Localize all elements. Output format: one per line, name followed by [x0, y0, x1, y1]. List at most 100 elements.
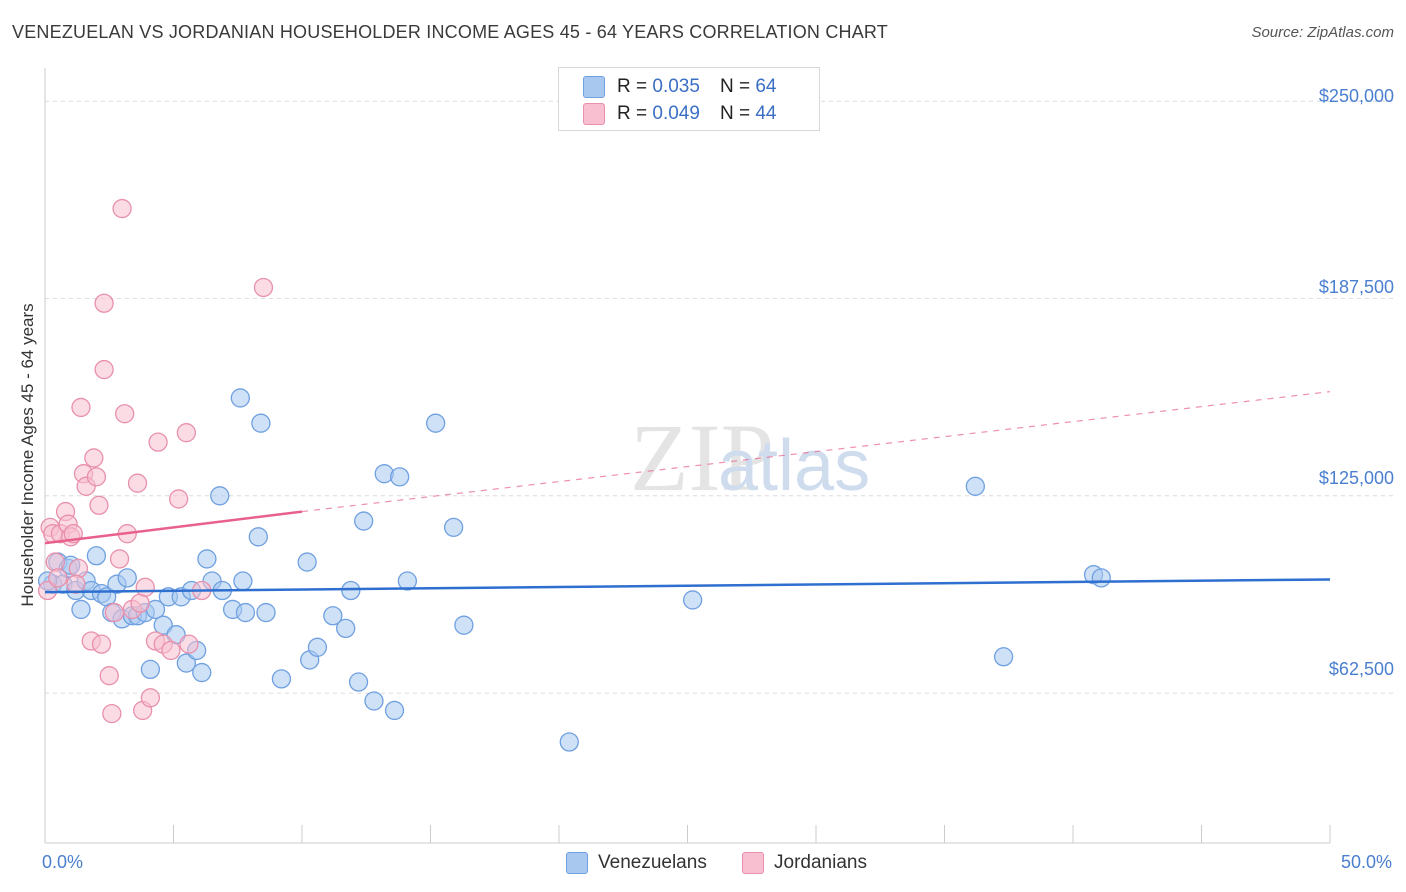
point-jordanians: [115, 404, 135, 424]
legend-n-label: N =: [719, 76, 751, 97]
point-venezuelans: [271, 669, 292, 689]
point-venezuelans: [559, 732, 579, 752]
y-tick-label: $125,000: [1318, 468, 1394, 488]
y-tick-label: $62,500: [1328, 659, 1394, 679]
point-venezuelans: [233, 571, 253, 591]
point-jordanians: [179, 634, 199, 654]
point-jordanians: [89, 495, 109, 515]
point-venezuelans: [251, 413, 271, 433]
point-jordanians: [68, 558, 89, 579]
point-venezuelans: [248, 527, 268, 547]
point-venezuelans: [140, 659, 161, 680]
point-venezuelans: [364, 691, 384, 711]
point-venezuelans: [354, 511, 374, 531]
legend-swatch-blue: [583, 76, 605, 98]
point-jordanians: [168, 489, 189, 509]
point-jordanians: [86, 467, 107, 487]
trend-line-venezuelans: [44, 578, 1331, 594]
bottom-legend-venezuelans: Venezuelans: [566, 852, 707, 874]
point-jordanians: [99, 666, 119, 686]
legend-r-value: 0.035: [652, 76, 700, 97]
point-venezuelans: [384, 700, 405, 721]
watermark-atlas: atlas: [718, 426, 870, 506]
point-venezuelans: [425, 413, 446, 433]
point-venezuelans: [323, 606, 343, 626]
watermark: ZIP atlas: [630, 404, 870, 511]
point-venezuelans: [397, 571, 418, 591]
point-jordanians: [71, 397, 91, 418]
legend-r-label: R =: [617, 76, 648, 97]
point-jordanians: [176, 423, 197, 443]
trend-lines: [44, 391, 1331, 594]
point-jordanians: [45, 552, 65, 572]
legend-r-value: 0.049: [652, 103, 700, 124]
point-venezuelans: [1091, 568, 1111, 588]
source-label: Source: ZipAtlas.com: [1251, 24, 1394, 41]
point-jordanians: [84, 448, 104, 468]
legend-n-label: N =: [719, 103, 751, 124]
point-venezuelans: [210, 486, 230, 506]
point-venezuelans: [235, 602, 256, 623]
point-venezuelans: [71, 599, 91, 620]
point-venezuelans: [86, 546, 107, 566]
point-venezuelans: [454, 615, 474, 635]
point-jordanians: [102, 703, 122, 724]
point-jordanians: [94, 293, 114, 313]
point-venezuelans: [117, 568, 137, 588]
point-jordanians: [104, 602, 125, 623]
trend-line-jordanians: [44, 510, 303, 545]
point-venezuelans: [176, 653, 197, 673]
point-venezuelans: [336, 618, 356, 639]
point-venezuelans: [390, 467, 410, 487]
point-jordanians: [109, 549, 130, 569]
bottom-legend-swatch-blue: [566, 852, 588, 874]
point-jordanians: [91, 634, 112, 654]
point-jordanians: [94, 359, 114, 380]
point-venezuelans: [341, 580, 361, 601]
y-axis-label: Householder Income Ages 45 - 64 years: [18, 303, 37, 607]
point-jordanians: [253, 277, 274, 298]
bottom-legend-jordanians: Jordanians: [742, 852, 867, 874]
axes: [44, 68, 1331, 844]
data-points: [37, 198, 1111, 752]
point-venezuelans: [230, 388, 250, 408]
point-jordanians: [127, 473, 148, 493]
y-tick-label: $250,000: [1318, 86, 1394, 106]
point-venezuelans: [307, 637, 328, 657]
legend-row-venezuelans: R = 0.035 N = 64: [583, 74, 776, 100]
bottom-legend-label: Venezuelans: [598, 852, 707, 873]
point-jordanians: [37, 580, 58, 601]
point-venezuelans: [443, 517, 464, 538]
point-venezuelans: [965, 476, 985, 496]
point-venezuelans: [153, 615, 173, 635]
y-tick-label: $187,500: [1318, 277, 1394, 297]
legend-n-value: 44: [755, 103, 777, 124]
point-venezuelans: [197, 549, 217, 569]
legend-r-label: R =: [617, 103, 648, 124]
point-jordanians: [135, 577, 155, 597]
trend-extension-jordanians: [301, 391, 1331, 513]
point-jordanians: [66, 574, 86, 594]
point-jordanians: [48, 568, 68, 588]
bottom-legend-swatch-pink: [742, 852, 764, 874]
point-jordanians: [112, 198, 132, 219]
chart-title: VENEZUELAN VS JORDANIAN HOUSEHOLDER INCO…: [12, 22, 889, 42]
point-jordanians: [140, 688, 161, 708]
point-venezuelans: [297, 552, 317, 572]
point-jordanians: [161, 640, 181, 661]
bottom-legend-label: Jordanians: [774, 852, 867, 873]
x-tick-label: 50.0%: [1340, 852, 1392, 872]
legend-n-value: 64: [755, 76, 777, 97]
point-venezuelans: [348, 672, 369, 692]
x-tick-label: 0.0%: [42, 852, 84, 872]
legend-swatch-pink: [583, 103, 605, 125]
point-venezuelans: [993, 647, 1014, 667]
point-venezuelans: [256, 602, 276, 623]
watermark-zip: ZIP: [630, 404, 774, 511]
point-jordanians: [148, 432, 168, 452]
point-venezuelans: [682, 590, 703, 610]
legend-row-jordanians: R = 0.049 N = 44: [583, 101, 776, 127]
correlation-legend: R = 0.035 N = 64 R = 0.049 N = 44: [558, 67, 820, 131]
point-venezuelans: [192, 662, 212, 683]
